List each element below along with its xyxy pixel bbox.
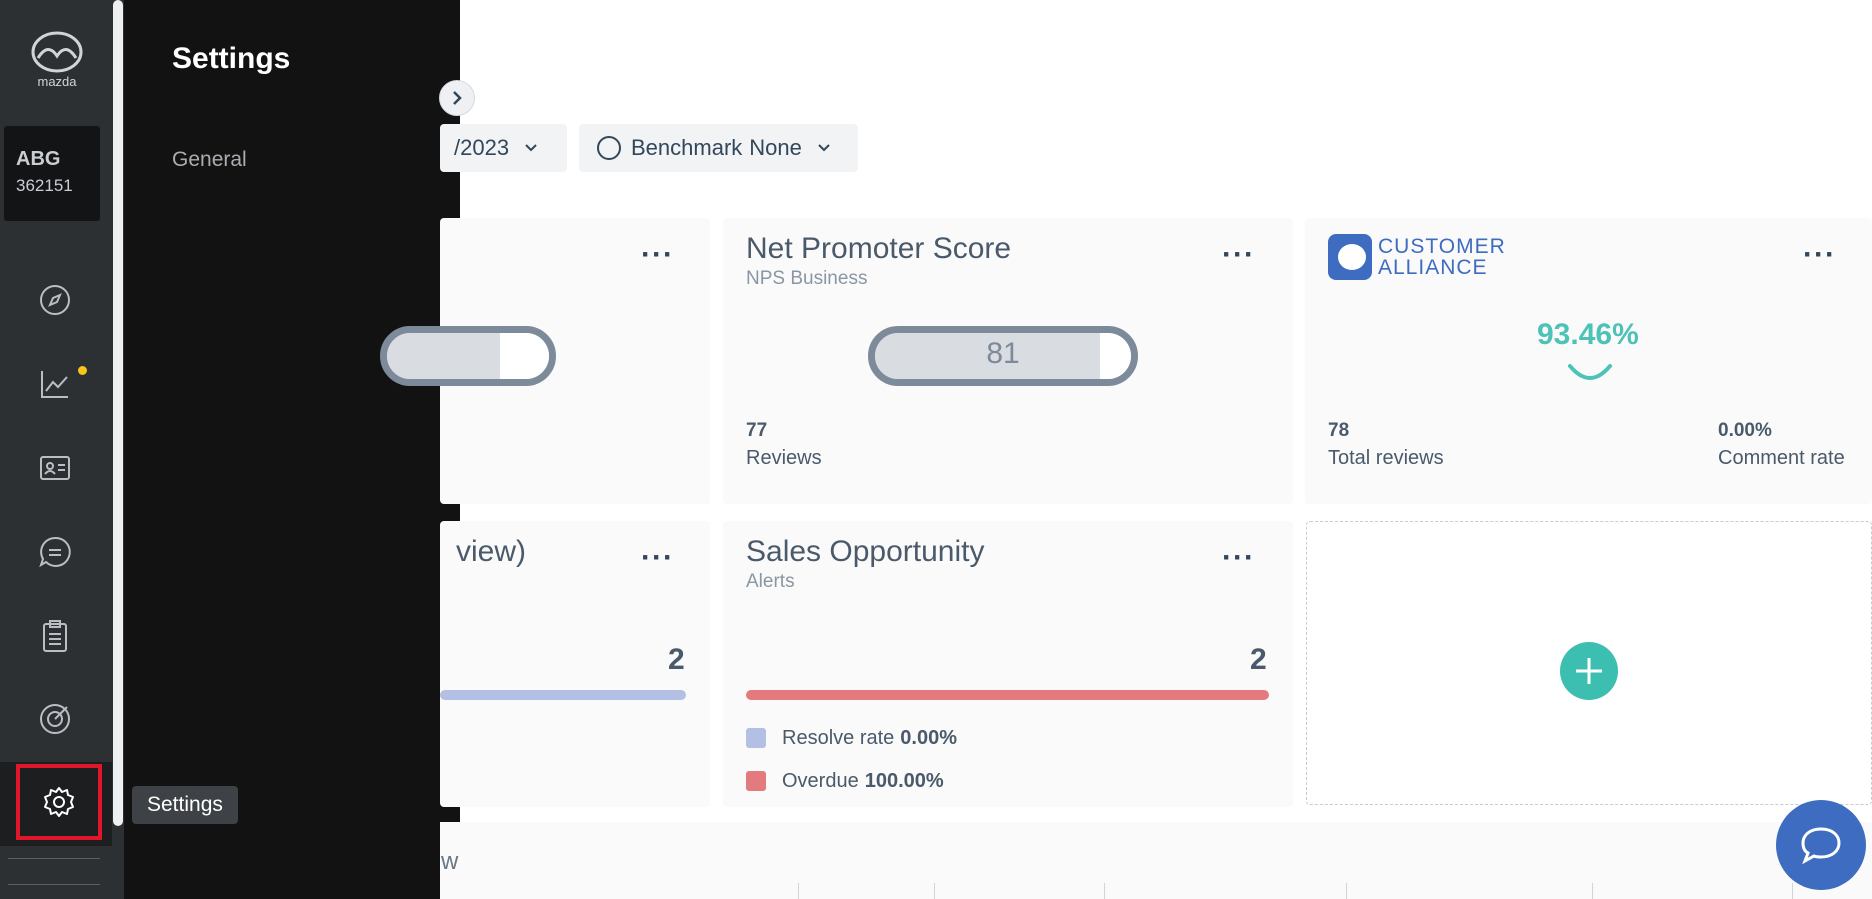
date-filter-value: /2023 (454, 135, 510, 160)
contact-card-icon[interactable] (38, 451, 72, 485)
divider (8, 884, 100, 885)
ca-total-reviews-label: Total reviews (1328, 447, 1444, 469)
smile-icon (1568, 364, 1612, 380)
plus-icon (1576, 658, 1602, 684)
grid-line (1346, 883, 1347, 899)
target-icon[interactable] (38, 702, 72, 736)
nps-reviews-label: Reviews (746, 447, 822, 469)
grid-line (798, 883, 799, 899)
partial-gauge (380, 326, 556, 386)
compass-icon[interactable] (38, 283, 72, 317)
chevron-right-icon (453, 91, 462, 105)
legend-swatch-resolve (746, 728, 766, 748)
card-menu-icon[interactable]: ··· (641, 238, 674, 271)
chevron-down-icon (525, 144, 537, 152)
gear-icon (44, 787, 74, 817)
collapse-flyout-button[interactable] (439, 80, 475, 116)
nps-subtitle: NPS Business (746, 268, 868, 289)
settings-flyout: Settings General (124, 0, 460, 899)
org-id: 362151 (16, 176, 73, 195)
benchmark-value: None (749, 135, 802, 160)
nps-reviews-count: 77 (746, 420, 768, 441)
ca-percentage: 93.46% (1537, 318, 1639, 351)
customer-alliance-card (1305, 218, 1872, 504)
sidebar-scrollbar[interactable] (112, 0, 124, 899)
sales-opportunity-card (723, 521, 1293, 807)
grid-line (1792, 883, 1793, 899)
chat-support-button[interactable] (1776, 800, 1866, 890)
nps-gauge: 81 (868, 326, 1138, 386)
benchmark-label: Benchmark (631, 135, 743, 160)
grid-line (1104, 883, 1105, 899)
partial-card-count: 2 (668, 643, 685, 676)
logo-wordmark: mazda (37, 74, 77, 89)
divider (8, 858, 100, 859)
card-menu-icon[interactable]: ··· (1222, 541, 1255, 574)
clipboard-icon[interactable] (38, 619, 72, 653)
chevron-down-icon (818, 144, 830, 152)
legend-resolve: Resolve rate 0.00% (782, 727, 957, 749)
ca-comment-rate: 0.00% (1718, 420, 1772, 441)
bottom-panel-title: w (441, 848, 459, 875)
notification-dot (78, 366, 87, 375)
card-menu-icon[interactable]: ··· (1222, 238, 1255, 271)
mazda-logo[interactable]: mazda (28, 28, 86, 90)
chat-icon (1801, 827, 1841, 865)
partial-card-title: view) (456, 535, 527, 568)
settings-tooltip: Settings (132, 786, 238, 824)
gauge-rest (1100, 333, 1131, 379)
gauge-rest (500, 333, 549, 379)
org-name: ABG (16, 148, 61, 170)
customer-alliance-logo-text: CUSTOMER ALLIANCE (1378, 235, 1506, 279)
gauge-fill (875, 333, 1101, 379)
ca-total-reviews: 78 (1328, 420, 1350, 441)
partial-card-bar (440, 690, 686, 700)
nps-title: Net Promoter Score (746, 232, 1012, 265)
sales-count: 2 (1250, 643, 1267, 676)
sales-subtitle: Alerts (746, 571, 795, 592)
nps-score: 81 (986, 337, 1020, 370)
partial-card-bottom (440, 521, 710, 807)
grid-line (1592, 883, 1593, 899)
chat-bubble-icon[interactable] (38, 535, 72, 569)
customer-alliance-logo-icon (1328, 234, 1372, 280)
benchmark-dropdown[interactable]: Benchmark None (579, 124, 858, 172)
ca-comment-rate-label: Comment rate (1718, 447, 1845, 469)
add-widget-button[interactable] (1560, 642, 1618, 700)
flyout-item-general[interactable]: General (172, 148, 247, 171)
scrollbar-thumb[interactable] (113, 0, 123, 826)
sales-bar (746, 690, 1269, 700)
flyout-title: Settings (172, 42, 291, 75)
grid-line (934, 883, 935, 899)
gauge-fill (387, 333, 501, 379)
card-menu-icon[interactable]: ··· (641, 541, 674, 574)
sales-title: Sales Opportunity (746, 535, 985, 568)
legend-overdue: Overdue 100.00% (782, 770, 944, 792)
benchmark-radio-icon (597, 136, 621, 160)
legend-swatch-overdue (746, 771, 766, 791)
org-selector[interactable]: ABG 362151 (4, 126, 100, 221)
date-filter-dropdown[interactable]: /2023 (440, 124, 567, 172)
settings-button[interactable] (16, 764, 102, 840)
bottom-panel (440, 822, 1872, 899)
chart-trend-icon[interactable] (38, 367, 72, 401)
card-menu-icon[interactable]: ··· (1803, 238, 1836, 271)
